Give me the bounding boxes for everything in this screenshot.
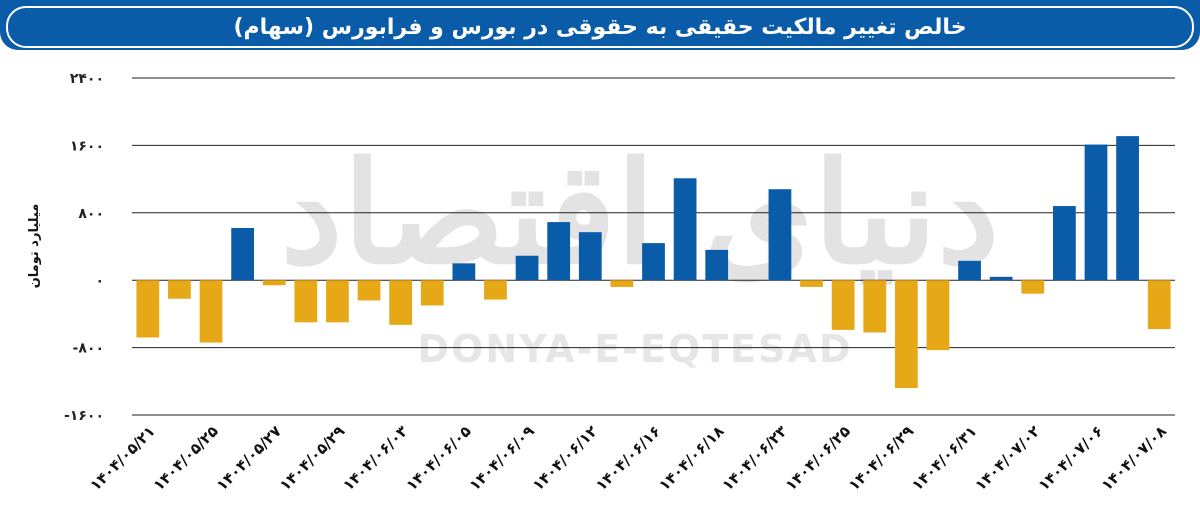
bar (831, 280, 855, 330)
bar (610, 280, 634, 287)
bar (863, 280, 887, 333)
y-axis-label: میلیارد تومان (27, 204, 42, 289)
x-tick-label: ۱۴۰۴/۰۶/۰۵ (402, 422, 474, 494)
bars (136, 136, 1171, 389)
header-border: خالص تغییر مالکیت حقیقی به حقوقی در بورس… (6, 6, 1194, 48)
x-tick-label: ۱۴۰۴/۰۵/۲۵ (150, 422, 222, 494)
x-tick-label: ۱۴۰۴/۰۶/۲۹ (845, 422, 917, 494)
bar (515, 255, 539, 281)
x-tick-labels: ۱۴۰۴/۰۵/۲۱۱۴۰۴/۰۵/۲۵۱۴۰۴/۰۵/۲۷۱۴۰۴/۰۵/۲۹… (86, 422, 1170, 494)
x-tick-label: ۱۴۰۴/۰۶/۳۱ (908, 422, 980, 494)
bar (768, 189, 792, 281)
x-tick-label: ۱۴۰۴/۰۵/۲۹ (276, 422, 348, 494)
x-tick-label: ۱۴۰۴/۰۷/۰۸ (1098, 422, 1170, 494)
y-tick-label: ۸۰۰ (78, 206, 104, 222)
bar (452, 263, 476, 281)
x-tick-label: ۱۴۰۴/۰۵/۲۱ (86, 422, 158, 494)
bar (484, 280, 507, 300)
chart-title: خالص تغییر مالکیت حقیقی به حقوقی در بورس… (233, 14, 967, 40)
bar (989, 276, 1013, 281)
bar (231, 227, 254, 281)
bar (326, 280, 349, 323)
x-tick-label: ۱۴۰۴/۰۶/۱۶ (592, 422, 664, 494)
bar (1084, 144, 1108, 281)
bar (800, 280, 823, 287)
bar (199, 280, 223, 343)
y-tick-label: -۸۰۰ (73, 341, 104, 357)
bar (578, 232, 602, 281)
bar (1116, 136, 1139, 281)
watermark-latin: DONYA-E-EQTESAD (418, 327, 853, 371)
x-tick-label: ۱۴۰۴/۰۶/۱۸ (655, 422, 727, 494)
bar (1053, 206, 1076, 281)
bar (547, 222, 571, 281)
bar (673, 178, 697, 281)
bar (262, 280, 286, 286)
bar (642, 243, 665, 281)
bar (168, 280, 191, 299)
bar (894, 280, 918, 389)
y-tick-label: ۲۴۰۰ (70, 71, 104, 87)
x-tick-label: ۱۴۰۴/۰۷/۰۶ (1035, 422, 1107, 494)
bar (1021, 280, 1045, 294)
y-tick-label: ۰ (95, 273, 104, 289)
bar (705, 249, 729, 281)
bar (926, 280, 950, 351)
bar (294, 280, 318, 323)
x-tick-label: ۱۴۰۴/۰۵/۲۷ (213, 422, 285, 494)
bar (389, 280, 413, 325)
x-tick-label: ۱۴۰۴/۰۶/۰۹ (466, 422, 538, 494)
bar (958, 260, 981, 281)
x-tick-label: ۱۴۰۴/۰۶/۱۲ (529, 422, 601, 494)
x-tick-label: ۱۴۰۴/۰۶/۲۳ (718, 422, 790, 494)
x-tick-label: ۱۴۰۴/۰۶/۰۳ (339, 422, 411, 494)
watermark: دنیای اقتصاد DONYA-E-EQTESAD (280, 132, 999, 371)
x-tick-label: ۱۴۰۴/۰۶/۲۵ (782, 422, 854, 494)
y-tick-label: -۱۶۰۰ (64, 408, 104, 424)
bar (357, 280, 381, 301)
y-tick-label: ۱۶۰۰ (70, 138, 104, 154)
x-tick-label: ۱۴۰۴/۰۷/۰۲ (971, 422, 1043, 494)
header-bar: خالص تغییر مالکیت حقیقی به حقوقی در بورس… (0, 0, 1200, 50)
bar (1147, 280, 1171, 330)
watermark-persian: دنیای اقتصاد (280, 132, 999, 296)
bar (136, 280, 160, 338)
y-tick-labels: -۱۶۰۰ -۸۰۰ ۰ ۸۰۰ ۱۶۰۰ ۲۴۰۰ (64, 71, 104, 424)
bar (420, 280, 444, 306)
